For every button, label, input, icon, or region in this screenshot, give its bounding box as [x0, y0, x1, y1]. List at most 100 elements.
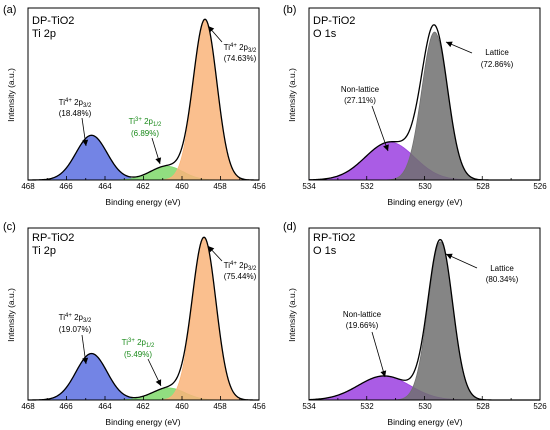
- annotation-percent: (18.48%): [59, 109, 92, 118]
- arrow-head: [82, 139, 89, 146]
- svg-text:Ti3+ 2p1/2: Ti3+ 2p1/2: [129, 117, 162, 128]
- plot-area: [308, 227, 541, 401]
- annotation-arrows: [371, 41, 473, 152]
- arrow-line: [371, 105, 389, 152]
- y-axis-label: Intensity (a.u.): [6, 288, 16, 342]
- envelope-line: [28, 18, 259, 181]
- annotation-ti4-2p12: Ti4+ 2p3/2 (18.48%): [59, 98, 92, 118]
- annotation-percent: (75.44%): [224, 272, 257, 281]
- annotation-percent: (74.63%): [224, 54, 257, 63]
- x-tick-label: 458: [213, 182, 227, 191]
- sample-label: DP-TiO2: [313, 15, 355, 27]
- annotation-label: Non-lattice: [343, 310, 382, 319]
- svg-text:Ti4+ 2p3/2: Ti4+ 2p3/2: [224, 43, 257, 54]
- x-tick-label: 466: [59, 402, 73, 411]
- annotation-non-lattice: Non-lattice (19.66%): [343, 310, 382, 330]
- annotation-ti3-2p12: Ti3+ 2p1/2 (6.89%): [129, 117, 162, 138]
- x-tick-label: 460: [175, 402, 189, 411]
- x-tick-label: 526: [533, 402, 547, 411]
- x-tick-label: 460: [175, 182, 189, 191]
- x-tick-label: 528: [476, 182, 490, 191]
- x-tick-label: 526: [533, 182, 547, 191]
- x-tick-label: 530: [418, 182, 432, 191]
- tick-label-row: 534 532 530 528 526: [302, 402, 547, 411]
- panel-c: (c) RP-TiO2 Ti 2p Binding energy (eV) In…: [3, 221, 266, 427]
- tick-label-row: 468 466 464 462 460 458 456: [21, 402, 266, 411]
- x-tick-label: 464: [98, 182, 112, 191]
- x-tick-label: 532: [360, 182, 374, 191]
- arrow-head: [446, 253, 453, 260]
- panel-label: (b): [283, 4, 296, 16]
- x-tick-label: 528: [476, 402, 490, 411]
- plot-area: [27, 7, 260, 181]
- plot-area: [27, 227, 260, 401]
- x-tick-label: 532: [360, 402, 374, 411]
- svg-text:Ti4+ 2p3/2: Ti4+ 2p3/2: [59, 313, 92, 324]
- x-tick-label: 458: [213, 402, 227, 411]
- annotation-percent: (27.11%): [344, 96, 376, 105]
- annotation-ti4-2p12: Ti4+ 2p3/2 (19.07%): [59, 313, 92, 334]
- svg-text:Ti4+ 2p3/2: Ti4+ 2p3/2: [59, 98, 92, 109]
- x-tick-label: 534: [302, 402, 316, 411]
- arrow-head: [155, 379, 162, 386]
- panel-a: (a) DP-TiO2 Ti 2p Binding energy (eV) In…: [3, 4, 266, 207]
- annotation-ti4-2p32: Ti4+ 2p3/2 (75.44%): [224, 261, 257, 281]
- x-tick-label: 468: [21, 182, 35, 191]
- annotation-percent: (19.07%): [59, 325, 92, 334]
- annotation-percent: (72.86%): [481, 60, 514, 69]
- arrow-head: [446, 41, 453, 48]
- arrow-head: [208, 246, 215, 253]
- panel-b: (b) DP-TiO2 O 1s Binding energy (eV) Int…: [283, 4, 547, 207]
- tick-label-row: 468 466 464 462 460 458 456: [21, 182, 266, 191]
- annotation-percent: (80.34%): [486, 275, 519, 284]
- panel-d: (d) RP-TiO2 O 1s Binding energy (eV) Int…: [283, 221, 547, 427]
- arrow-head: [155, 157, 162, 164]
- annotation-lattice: Lattice (80.34%): [486, 264, 519, 284]
- panel-label: (d): [283, 221, 296, 233]
- x-tick-label: 466: [59, 182, 73, 191]
- region-label: O 1s: [313, 245, 337, 257]
- annotation-percent: (6.89%): [131, 129, 159, 138]
- sample-label: RP-TiO2: [313, 232, 355, 244]
- annotation-percent: (5.49%): [124, 350, 152, 359]
- svg-text:Ti4+ 2p3/2: Ti4+ 2p3/2: [224, 261, 257, 272]
- annotation-lattice: Lattice (72.86%): [481, 48, 514, 69]
- y-axis-label: Intensity (a.u.): [287, 288, 297, 342]
- annotation-label: Lattice: [485, 48, 509, 57]
- x-tick-label: 462: [136, 182, 150, 191]
- x-tick-label: 462: [136, 402, 150, 411]
- region-label: O 1s: [313, 28, 337, 40]
- x-tick-label: 464: [98, 402, 112, 411]
- annotation-arrows: [81, 245, 223, 387]
- x-axis-label: Binding energy (eV): [387, 197, 462, 207]
- arrow-head: [208, 26, 215, 33]
- annotation-percent: (19.66%): [346, 321, 379, 330]
- annotation-label: Lattice: [490, 264, 514, 273]
- y-axis-label: Intensity (a.u.): [287, 68, 297, 122]
- x-axis-label: Binding energy (eV): [105, 197, 180, 207]
- y-axis-label: Intensity (a.u.): [6, 68, 16, 122]
- sample-label: DP-TiO2: [32, 15, 74, 27]
- plot-area: [308, 7, 541, 181]
- x-tick-label: 468: [21, 402, 35, 411]
- annotation-non-lattice: Non-lattice (27.11%): [341, 85, 380, 105]
- x-tick-label: 456: [252, 182, 266, 191]
- arrow-head: [82, 357, 89, 364]
- annotation-ti3-2p12: Ti3+ 2p1/2 (5.49%): [122, 338, 155, 359]
- x-tick-label: 534: [302, 182, 316, 191]
- x-tick-label: 530: [418, 402, 432, 411]
- panel-label: (a): [3, 4, 16, 16]
- region-label: Ti 2p: [32, 245, 56, 257]
- annotation-ti4-2p32: Ti4+ 2p3/2 (74.63%): [224, 43, 257, 63]
- arrow-head: [383, 144, 389, 151]
- annotation-label: Non-lattice: [341, 85, 380, 94]
- annotation-arrows: [81, 25, 223, 165]
- x-tick-label: 456: [252, 402, 266, 411]
- region-label: Ti 2p: [32, 28, 56, 40]
- arrow-line: [371, 331, 386, 378]
- annotation-arrows: [371, 253, 478, 378]
- x-axis-label: Binding energy (eV): [387, 417, 462, 427]
- x-axis-label: Binding energy (eV): [105, 417, 180, 427]
- svg-text:Ti3+ 2p1/2: Ti3+ 2p1/2: [122, 338, 155, 349]
